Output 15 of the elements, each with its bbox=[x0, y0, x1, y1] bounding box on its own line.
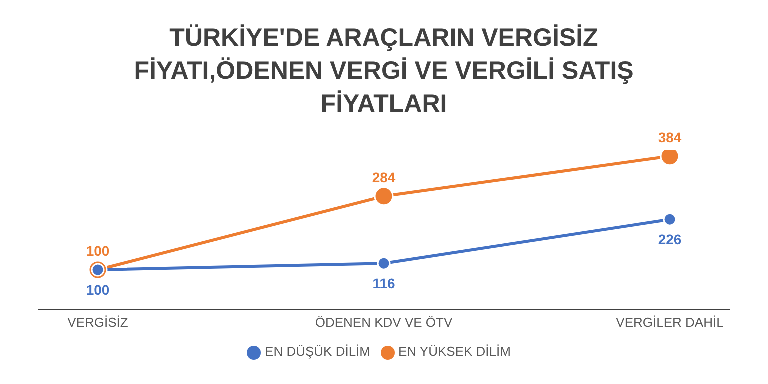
point bbox=[377, 256, 391, 270]
data-label: 284 bbox=[372, 169, 396, 186]
x-tick-label: VERGİLER DAHİL bbox=[616, 315, 724, 330]
data-label: 116 bbox=[372, 276, 396, 292]
data-label: 226 bbox=[658, 232, 682, 248]
point bbox=[663, 212, 677, 226]
data-label: 100 bbox=[86, 282, 110, 298]
x-tick-label: VERGİSİZ bbox=[68, 315, 128, 330]
x-tick-label: ÖDENEN KDV VE ÖTV bbox=[315, 315, 453, 330]
data-label: 384 bbox=[658, 129, 682, 146]
legend-label: EN YÜKSEK DİLİM bbox=[398, 344, 511, 359]
chart-title: TÜRKİYE'DE ARAÇLARIN VERGİSİZ FİYATI,ÖDENEN VERGİ VE VERGİLİ SATIŞ FİYATLARI bbox=[133, 23, 635, 120]
point bbox=[374, 186, 394, 206]
legend-label: EN DÜŞÜK DİLİM bbox=[265, 344, 370, 359]
data-label: 100 bbox=[86, 243, 110, 259]
